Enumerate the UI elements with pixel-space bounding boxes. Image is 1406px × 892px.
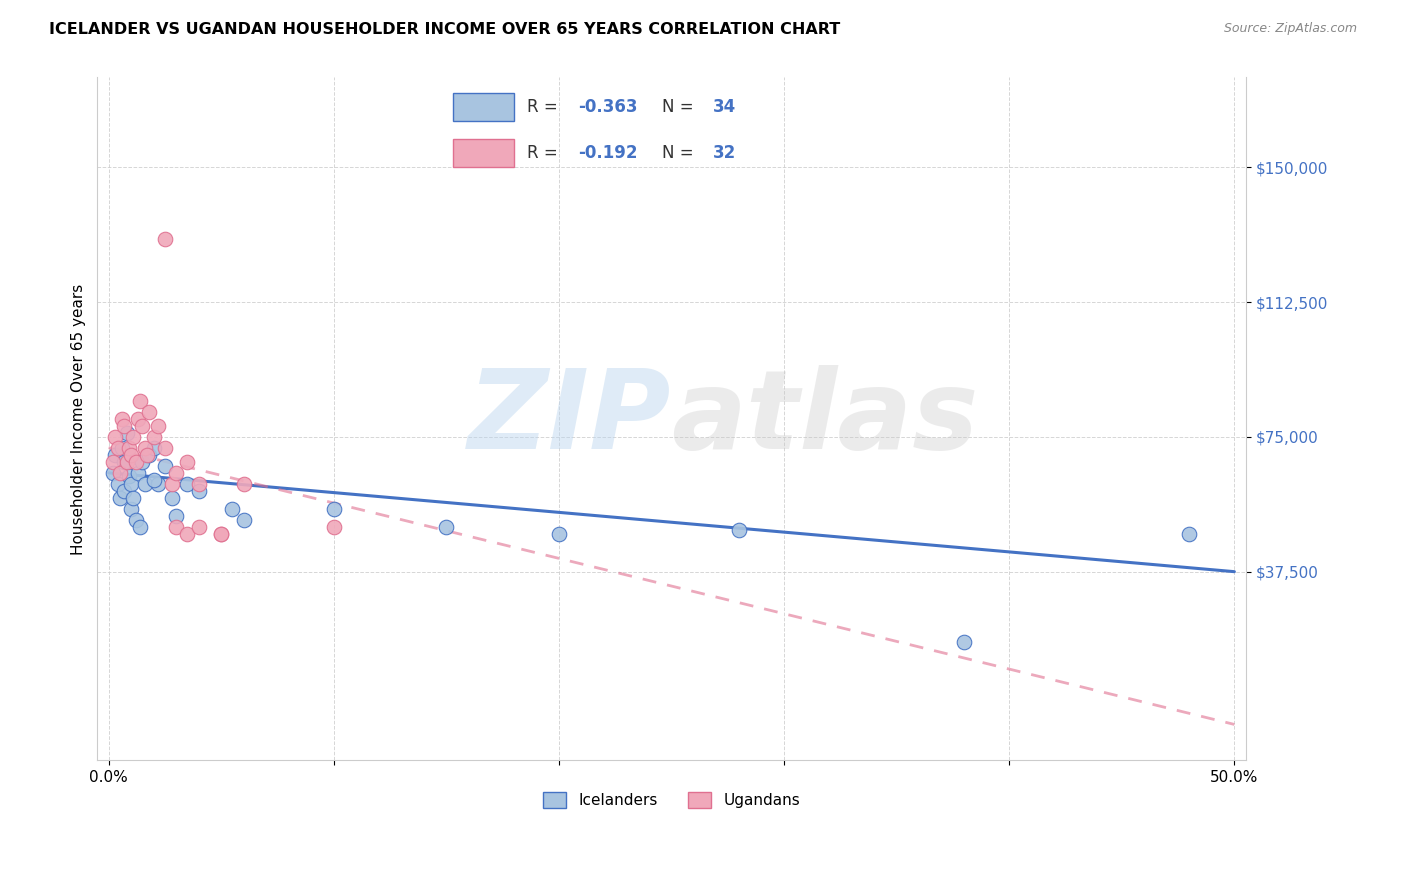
Point — [101, 455, 124, 469]
Point — [221, 501, 243, 516]
Point — [107, 441, 129, 455]
Text: 34: 34 — [713, 98, 737, 116]
Text: -0.192: -0.192 — [578, 145, 637, 162]
Point — [112, 483, 135, 498]
Point — [1178, 527, 1201, 541]
Point — [160, 476, 183, 491]
Point — [122, 491, 145, 505]
Point — [111, 441, 134, 455]
Point — [165, 520, 187, 534]
Point — [108, 491, 131, 505]
Point — [165, 508, 187, 523]
Point — [127, 412, 149, 426]
Point — [129, 520, 152, 534]
Point — [111, 412, 134, 426]
Point — [135, 448, 157, 462]
Point — [728, 524, 751, 538]
Point — [131, 455, 153, 469]
FancyBboxPatch shape — [453, 93, 513, 121]
Point — [232, 476, 254, 491]
FancyBboxPatch shape — [453, 139, 513, 168]
Point — [118, 469, 141, 483]
Text: Source: ZipAtlas.com: Source: ZipAtlas.com — [1223, 22, 1357, 36]
Point — [153, 458, 176, 473]
Point — [112, 419, 135, 434]
Point — [160, 491, 183, 505]
Point — [187, 520, 209, 534]
Point — [120, 476, 142, 491]
Point — [120, 501, 142, 516]
Legend: Icelanders, Ugandans: Icelanders, Ugandans — [537, 786, 806, 814]
Point — [122, 430, 145, 444]
Text: N =: N = — [662, 145, 699, 162]
Text: ICELANDER VS UGANDAN HOUSEHOLDER INCOME OVER 65 YEARS CORRELATION CHART: ICELANDER VS UGANDAN HOUSEHOLDER INCOME … — [49, 22, 841, 37]
Point — [548, 527, 571, 541]
Y-axis label: Householder Income Over 65 years: Householder Income Over 65 years — [72, 284, 86, 555]
Point — [104, 448, 127, 462]
Point — [153, 441, 176, 455]
Point — [129, 393, 152, 408]
Point — [127, 466, 149, 480]
Text: R =: R = — [527, 145, 564, 162]
Point — [131, 419, 153, 434]
Point — [118, 441, 141, 455]
Point — [115, 455, 138, 469]
Text: atlas: atlas — [672, 366, 979, 473]
Text: N =: N = — [662, 98, 699, 116]
Point — [124, 512, 146, 526]
Point — [138, 448, 160, 462]
Point — [187, 483, 209, 498]
Text: ZIP: ZIP — [468, 366, 672, 473]
Point — [138, 405, 160, 419]
Text: 32: 32 — [713, 145, 737, 162]
Point — [142, 430, 165, 444]
Point — [104, 430, 127, 444]
Point — [434, 520, 457, 534]
Point — [107, 476, 129, 491]
Text: R =: R = — [527, 98, 564, 116]
Point — [112, 455, 135, 469]
Point — [134, 441, 156, 455]
Point — [115, 426, 138, 441]
Point — [176, 527, 198, 541]
Point — [108, 466, 131, 480]
Point — [134, 476, 156, 491]
Point — [146, 476, 169, 491]
Point — [153, 232, 176, 246]
Point — [120, 448, 142, 462]
Point — [322, 520, 344, 534]
Point — [176, 476, 198, 491]
Point — [142, 473, 165, 487]
Point — [165, 466, 187, 480]
Point — [322, 501, 344, 516]
Point — [146, 419, 169, 434]
Point — [187, 476, 209, 491]
Text: -0.363: -0.363 — [578, 98, 637, 116]
Point — [953, 634, 976, 648]
Point — [176, 455, 198, 469]
Point — [101, 466, 124, 480]
Point — [232, 512, 254, 526]
Point — [142, 441, 165, 455]
Point — [124, 455, 146, 469]
Point — [209, 527, 232, 541]
Point — [209, 527, 232, 541]
